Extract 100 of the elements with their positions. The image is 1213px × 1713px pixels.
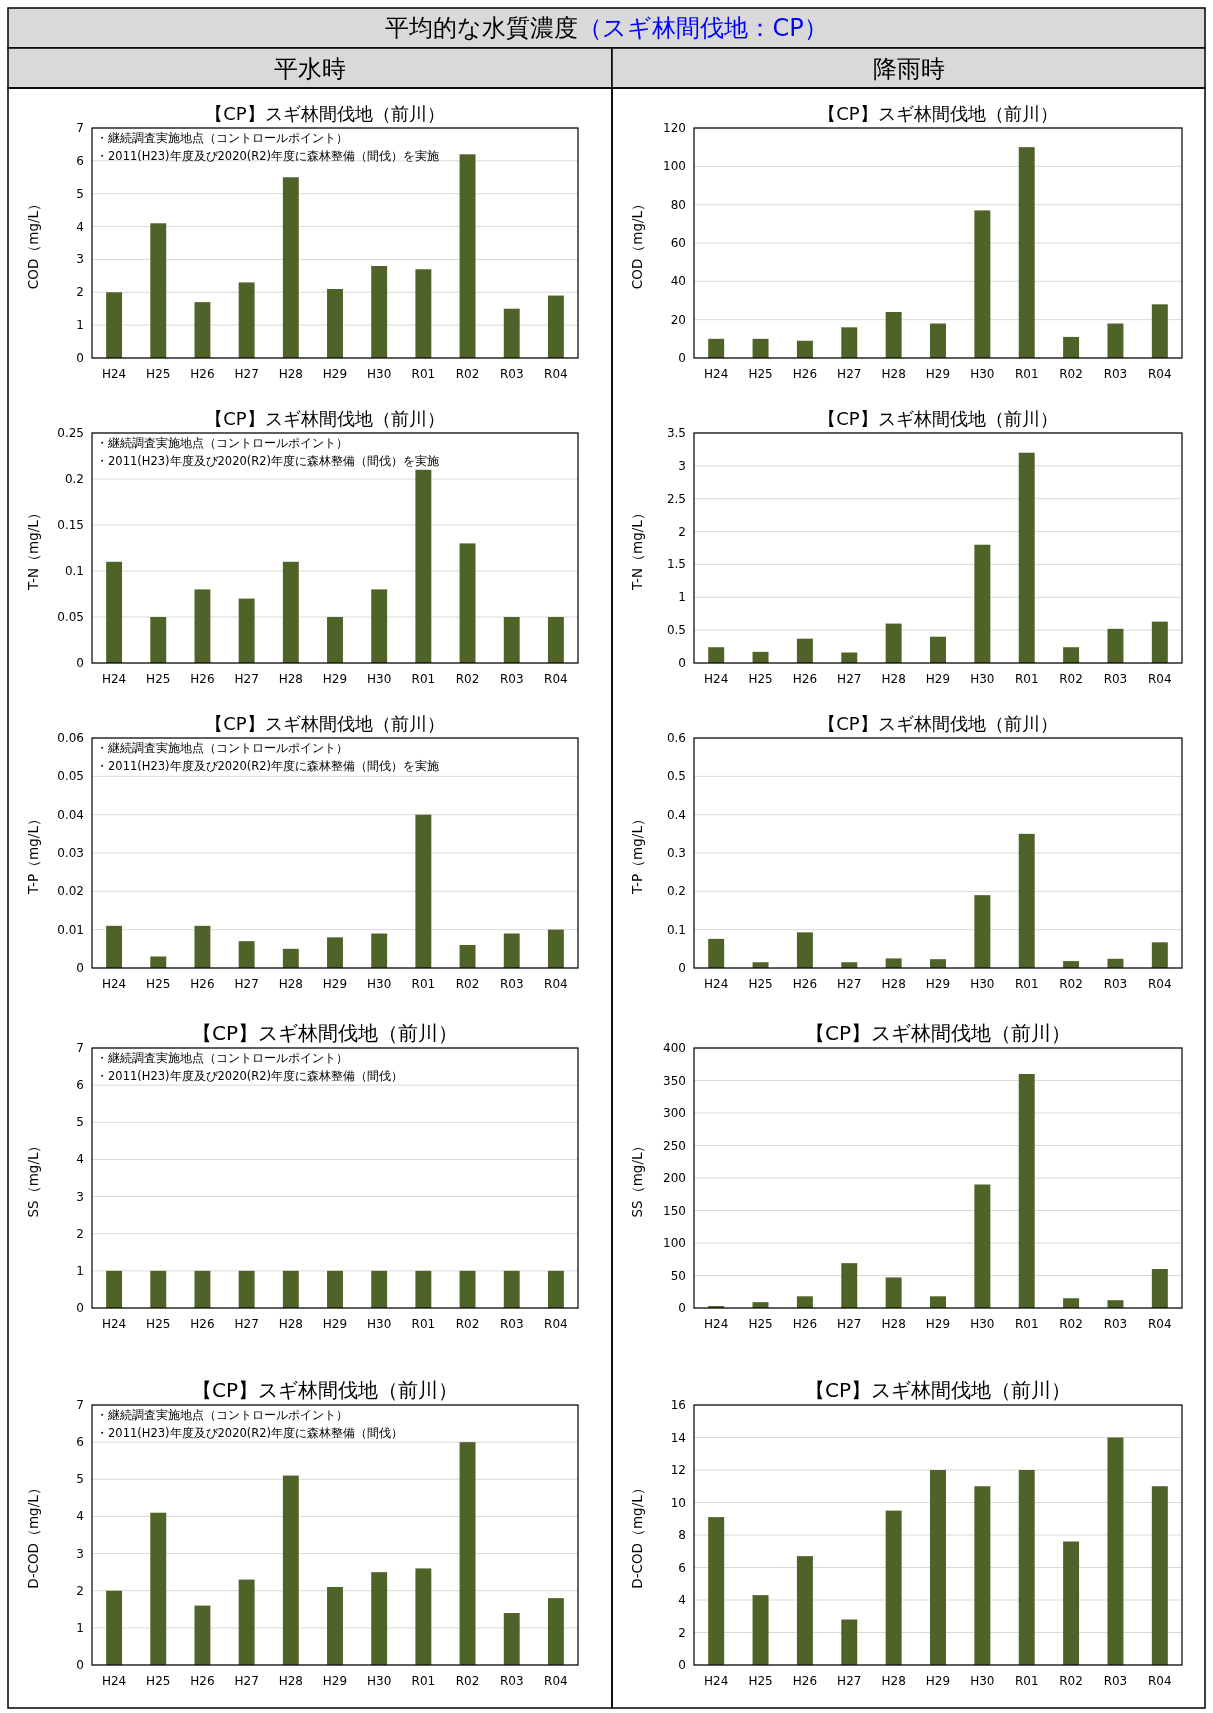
x-tick-label: R02 xyxy=(1059,977,1083,991)
y-tick-label: 3 xyxy=(76,1189,84,1204)
y-tick-label: 0 xyxy=(76,351,84,365)
y-tick-label: 0.15 xyxy=(57,518,84,532)
y-tick-label: 100 xyxy=(663,1236,686,1250)
x-tick-label: R03 xyxy=(499,1317,524,1331)
x-tick-label: R01 xyxy=(411,1674,436,1688)
x-tick-label: H25 xyxy=(748,977,773,991)
x-tick-label: H25 xyxy=(146,1317,171,1331)
y-tick-label: 3 xyxy=(76,1546,84,1561)
y-tick-label: 0.06 xyxy=(57,731,84,745)
x-tick-label: H28 xyxy=(278,1674,303,1688)
y-tick-label: 5 xyxy=(76,186,84,201)
x-tick-label: H30 xyxy=(367,977,392,991)
x-tick-label: R04 xyxy=(544,672,568,686)
x-tick-label: R04 xyxy=(544,367,568,381)
x-tick-label: R02 xyxy=(455,1317,480,1331)
y-tick-label: 80 xyxy=(670,197,686,212)
x-tick-label: H28 xyxy=(278,1317,303,1331)
y-tick-label: 0.5 xyxy=(666,769,686,784)
chart-title: 【CP】スギ林間伐地（前川） xyxy=(205,103,445,124)
x-tick-label: H30 xyxy=(970,1674,995,1688)
x-tick-label: H25 xyxy=(748,1317,773,1331)
x-tick-label: R03 xyxy=(499,977,524,991)
x-tick-label: H24 xyxy=(101,367,127,381)
y-tick-label: 4 xyxy=(76,219,84,234)
y-axis-title: D-COD（mg/L） xyxy=(629,1481,645,1589)
y-tick-label: 150 xyxy=(663,1203,686,1218)
x-tick-label: H24 xyxy=(704,1317,729,1331)
x-tick-label: R02 xyxy=(455,977,480,991)
x-tick-label: R01 xyxy=(1014,1317,1039,1331)
x-tick-label: H27 xyxy=(837,1317,862,1331)
y-tick-label: 0 xyxy=(678,1658,686,1672)
y-tick-label: 3 xyxy=(678,458,686,473)
chart-title: 【CP】スギ林間伐地（前川） xyxy=(205,408,445,429)
y-tick-label: 0.01 xyxy=(57,922,84,937)
x-tick-label: H27 xyxy=(837,977,862,991)
x-tick-label: H29 xyxy=(925,1317,951,1331)
y-tick-label: 0 xyxy=(678,1301,686,1315)
y-tick-label: 1 xyxy=(678,590,686,605)
x-tick-label: H27 xyxy=(837,1674,862,1688)
x-tick-label: H25 xyxy=(748,367,773,381)
y-axis-title: T-P（mg/L） xyxy=(25,812,41,895)
x-tick-label: H29 xyxy=(322,367,348,381)
y-tick-label: 0 xyxy=(678,961,686,975)
y-tick-label: 120 xyxy=(663,121,686,135)
x-tick-label: H30 xyxy=(367,1674,392,1688)
annotation: ・継続調査実施地点（コントロールポイント） xyxy=(96,741,348,755)
x-tick-label: H25 xyxy=(146,672,171,686)
y-tick-label: 16 xyxy=(670,1398,686,1412)
x-tick-label: H27 xyxy=(837,367,862,381)
y-tick-label: 300 xyxy=(663,1106,686,1120)
x-tick-label: R03 xyxy=(1103,977,1128,991)
x-tick-label: H24 xyxy=(101,672,127,686)
x-tick-label: H26 xyxy=(792,1317,818,1331)
y-tick-label: 3.5 xyxy=(666,426,686,440)
x-tick-label: H28 xyxy=(278,367,303,381)
y-axis-title: T-P（mg/L） xyxy=(629,812,645,895)
y-tick-label: 0.04 xyxy=(57,807,84,822)
x-tick-label: R02 xyxy=(455,1674,480,1688)
annotation: ・2011(H23)年度及び2020(R2)年度に森林整備（間伐） xyxy=(96,1426,404,1440)
x-tick-label: R03 xyxy=(1103,1674,1128,1688)
x-tick-label: H26 xyxy=(190,672,215,686)
text: 降雨時 xyxy=(872,55,945,83)
y-tick-label: 1 xyxy=(76,318,84,333)
x-tick-label: H25 xyxy=(748,1674,773,1688)
annotation: ・2011(H23)年度及び2020(R2)年度に森林整備（間伐） xyxy=(96,1069,404,1083)
x-tick-label: H28 xyxy=(881,367,906,381)
y-tick-label: 0.05 xyxy=(57,769,84,784)
chart-title: 【CP】スギ林間伐地（前川） xyxy=(818,713,1058,734)
chart-title: 【CP】スギ林間伐地（前川） xyxy=(191,1378,459,1402)
x-tick-label: H30 xyxy=(970,672,995,686)
y-tick-label: 2 xyxy=(76,285,84,300)
y-tick-label: 400 xyxy=(663,1041,686,1055)
y-tick-label: 100 xyxy=(663,159,686,174)
x-tick-label: R04 xyxy=(544,977,568,991)
x-tick-label: H26 xyxy=(792,672,818,686)
y-tick-label: 0 xyxy=(76,1301,84,1315)
y-tick-label: 0.2 xyxy=(666,884,686,899)
x-tick-label: H24 xyxy=(704,977,729,991)
y-tick-label: 2 xyxy=(678,524,686,539)
x-tick-label: H26 xyxy=(792,977,818,991)
y-tick-label: 0 xyxy=(76,1658,84,1672)
x-tick-label: R02 xyxy=(455,672,480,686)
x-tick-label: H28 xyxy=(881,1674,906,1688)
x-tick-label: R02 xyxy=(1059,1317,1083,1331)
y-tick-label: 0.6 xyxy=(666,731,686,745)
y-tick-label: 4 xyxy=(76,1152,84,1167)
x-tick-label: H27 xyxy=(234,367,259,381)
x-tick-label: R01 xyxy=(411,977,436,991)
y-tick-label: 6 xyxy=(678,1560,686,1575)
y-tick-label: 2 xyxy=(76,1583,84,1598)
y-tick-label: 0.4 xyxy=(666,807,686,822)
x-tick-label: R02 xyxy=(1059,672,1083,686)
x-tick-label: H24 xyxy=(101,977,127,991)
x-tick-label: R04 xyxy=(1148,367,1172,381)
chart-title: 【CP】スギ林間伐地（前川） xyxy=(818,103,1058,124)
x-tick-label: H27 xyxy=(837,672,862,686)
x-tick-label: R03 xyxy=(499,1674,524,1688)
text: 平均的な水質濃度 xyxy=(385,14,579,42)
